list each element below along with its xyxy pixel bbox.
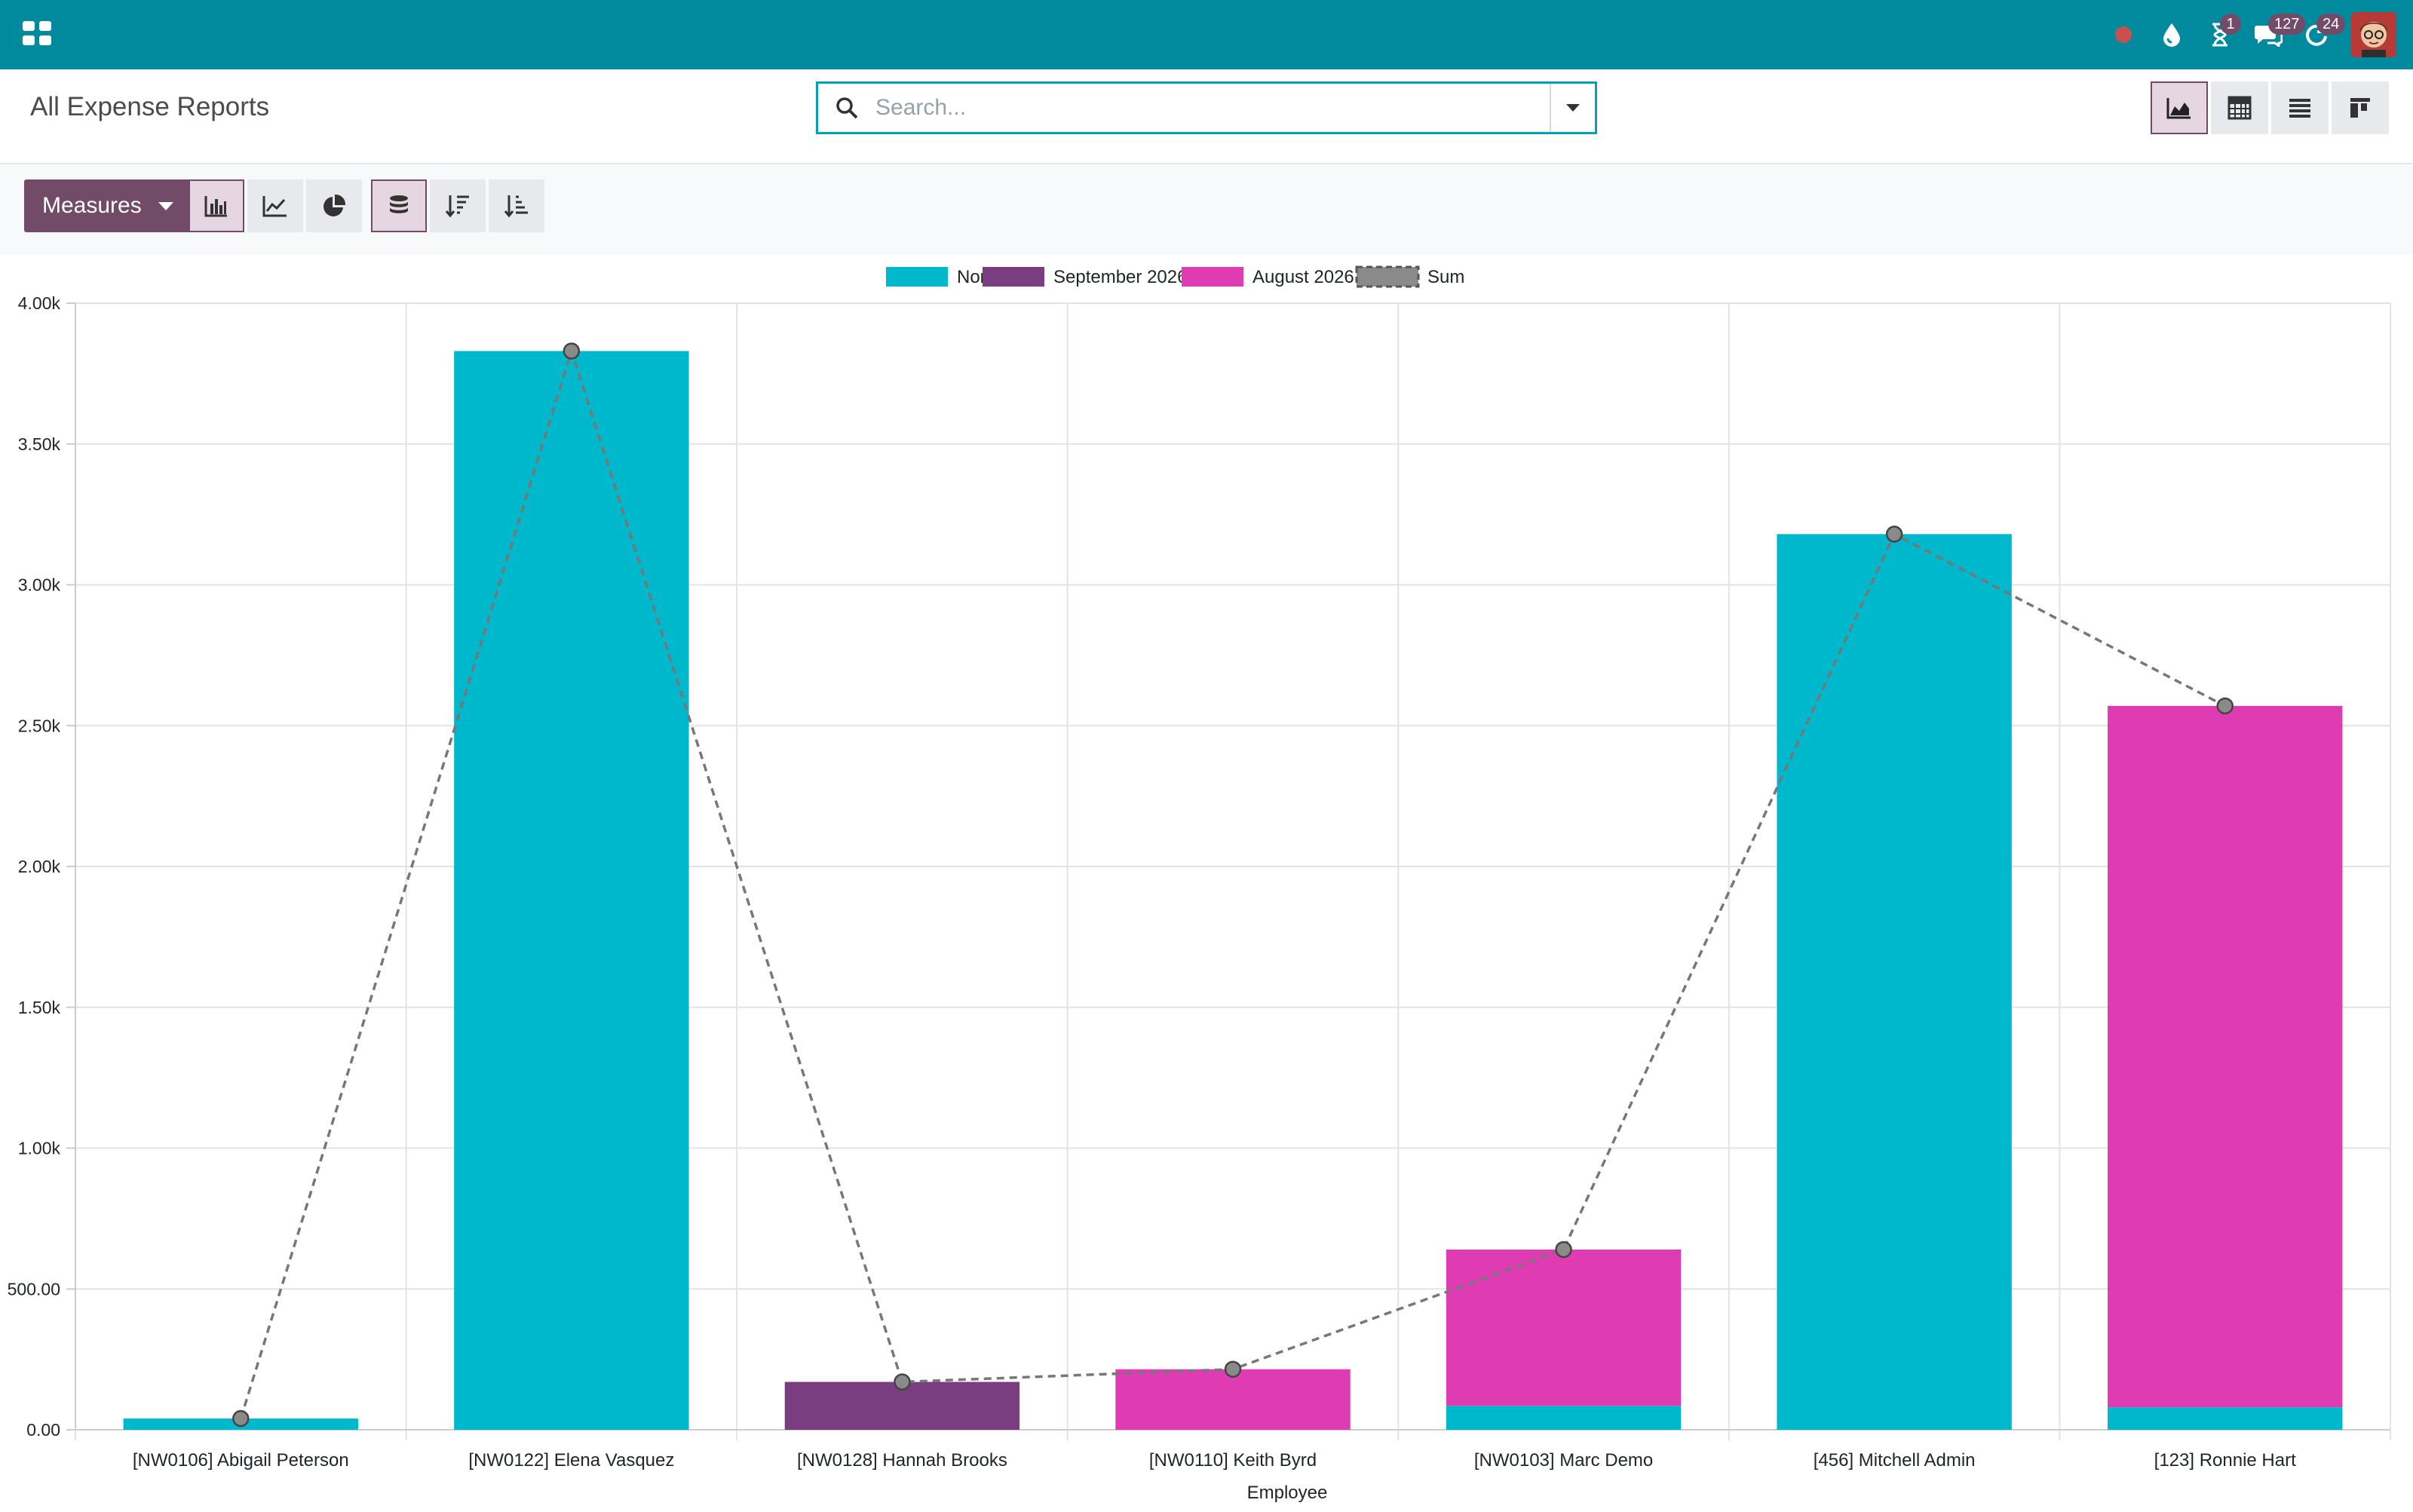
- legend-swatch[interactable]: [1355, 265, 1420, 288]
- legend-label[interactable]: August 2026: [1252, 267, 1354, 287]
- messages-badge: 127: [2268, 14, 2306, 35]
- breadcrumb: All Expense Reports: [30, 92, 270, 121]
- sort-descending-button[interactable]: [430, 179, 486, 232]
- y-tick-label: 500.00: [8, 1279, 60, 1299]
- updates-badge: 24: [2316, 14, 2346, 35]
- bar[interactable]: [1446, 1406, 1682, 1430]
- legend-label[interactable]: Sum: [1427, 267, 1464, 287]
- pie-chart-button[interactable]: [306, 179, 362, 232]
- graph-view-button[interactable]: [2151, 81, 2208, 134]
- sum-point[interactable]: [232, 1409, 250, 1428]
- y-tick-label: 2.50k: [18, 716, 61, 735]
- bar[interactable]: [1777, 534, 2012, 1430]
- sum-point[interactable]: [563, 342, 581, 360]
- chart-type-group: [189, 179, 362, 232]
- measures-dropdown[interactable]: Measures: [24, 179, 192, 232]
- y-tick-label: 2.00k: [18, 857, 61, 876]
- legend-label[interactable]: September 2026: [1053, 267, 1187, 287]
- graph-toolbar: Measures: [0, 166, 2413, 255]
- y-tick-label: 1.50k: [18, 998, 61, 1017]
- list-view-icon: [2289, 99, 2310, 118]
- kanban-view-icon: [2350, 98, 2370, 118]
- legend-swatch[interactable]: [886, 267, 948, 287]
- sort-ascending-button[interactable]: [489, 179, 544, 232]
- bar-chart-icon: [204, 196, 227, 217]
- measures-label: Measures: [42, 193, 142, 218]
- chevron-down-icon: [1566, 104, 1580, 112]
- systray: 1 127 24: [2099, 0, 2396, 69]
- avatar[interactable]: [2351, 12, 2396, 57]
- activity-badge: 1: [2220, 14, 2241, 35]
- x-tick-label: [NW0122] Elena Vasquez: [468, 1450, 674, 1471]
- bar[interactable]: [2108, 706, 2343, 1408]
- bar[interactable]: [1115, 1369, 1351, 1430]
- x-tick-label: [123] Ronnie Hart: [2154, 1450, 2296, 1471]
- top-navbar: 1 127 24: [0, 0, 2413, 69]
- x-tick-label: [456] Mitchell Admin: [1814, 1450, 1976, 1471]
- bar[interactable]: [2108, 1407, 2343, 1430]
- x-tick-label: [NW0110] Keith Byrd: [1149, 1450, 1317, 1471]
- chat-icon[interactable]: 127: [2244, 0, 2306, 69]
- y-tick-label: 3.00k: [18, 575, 61, 595]
- sort-ascending-icon: [504, 195, 528, 218]
- pivot-view-button[interactable]: [2211, 81, 2268, 134]
- y-tick-label: 1.00k: [18, 1139, 61, 1158]
- pie-chart-icon: [323, 194, 346, 216]
- water-drop-icon[interactable]: [2148, 0, 2196, 69]
- x-tick-label: [NW0106] Abigail Peterson: [133, 1450, 349, 1471]
- bar-chart: 0.00 500.00 1.00k 1.50k 2.00k 2.50k 3.00k 3.50k…: [8, 265, 2391, 1503]
- sort-descending-icon: [445, 195, 469, 218]
- view-switcher: [2151, 81, 2389, 134]
- graph-chart: 0.00 500.00 1.00k 1.50k 2.00k 2.50k 3.00k 3.50k…: [0, 255, 2413, 1508]
- search-input[interactable]: [875, 85, 1550, 130]
- status-dot-icon[interactable]: [2099, 0, 2148, 69]
- list-view-button[interactable]: [2271, 81, 2329, 134]
- sum-point[interactable]: [1224, 1360, 1242, 1378]
- sum-point[interactable]: [894, 1373, 911, 1391]
- x-axis-title: Employee: [1247, 1483, 1328, 1503]
- line-chart-icon: [262, 196, 287, 217]
- control-panel: All Expense Reports: [0, 69, 2413, 164]
- graph-view-icon: [2166, 98, 2191, 119]
- stacked-icon: [390, 195, 408, 213]
- x-tick-label: [NW0128] Hannah Brooks: [797, 1450, 1007, 1471]
- apps-icon[interactable]: [20, 18, 51, 48]
- pivot-view-icon: [2228, 96, 2252, 120]
- refresh-icon[interactable]: 24: [2292, 0, 2346, 69]
- y-tick-label: 0.00: [26, 1420, 60, 1440]
- search-options-toggle[interactable]: [1550, 84, 1595, 132]
- bar[interactable]: [454, 351, 689, 1430]
- bar-chart-button[interactable]: [189, 179, 244, 232]
- caret-down-icon: [158, 201, 173, 210]
- bar[interactable]: [1446, 1249, 1682, 1406]
- chart-options-group: [371, 179, 544, 232]
- kanban-view-button[interactable]: [2332, 81, 2389, 134]
- sum-point[interactable]: [2216, 697, 2234, 715]
- hourglass-icon[interactable]: 1: [2196, 0, 2244, 69]
- stacked-toggle-button[interactable]: [371, 179, 427, 232]
- x-tick-label: [NW0103] Marc Demo: [1474, 1450, 1653, 1471]
- y-tick-label: 3.50k: [18, 434, 61, 454]
- legend-swatch[interactable]: [1182, 267, 1243, 287]
- sum-point[interactable]: [1555, 1241, 1572, 1259]
- sum-point[interactable]: [1885, 526, 1903, 543]
- search-icon: [818, 84, 875, 132]
- search-bar: [816, 81, 1597, 134]
- legend-swatch[interactable]: [983, 267, 1044, 287]
- line-chart-button[interactable]: [247, 179, 303, 232]
- y-tick-label: 4.00k: [18, 293, 61, 313]
